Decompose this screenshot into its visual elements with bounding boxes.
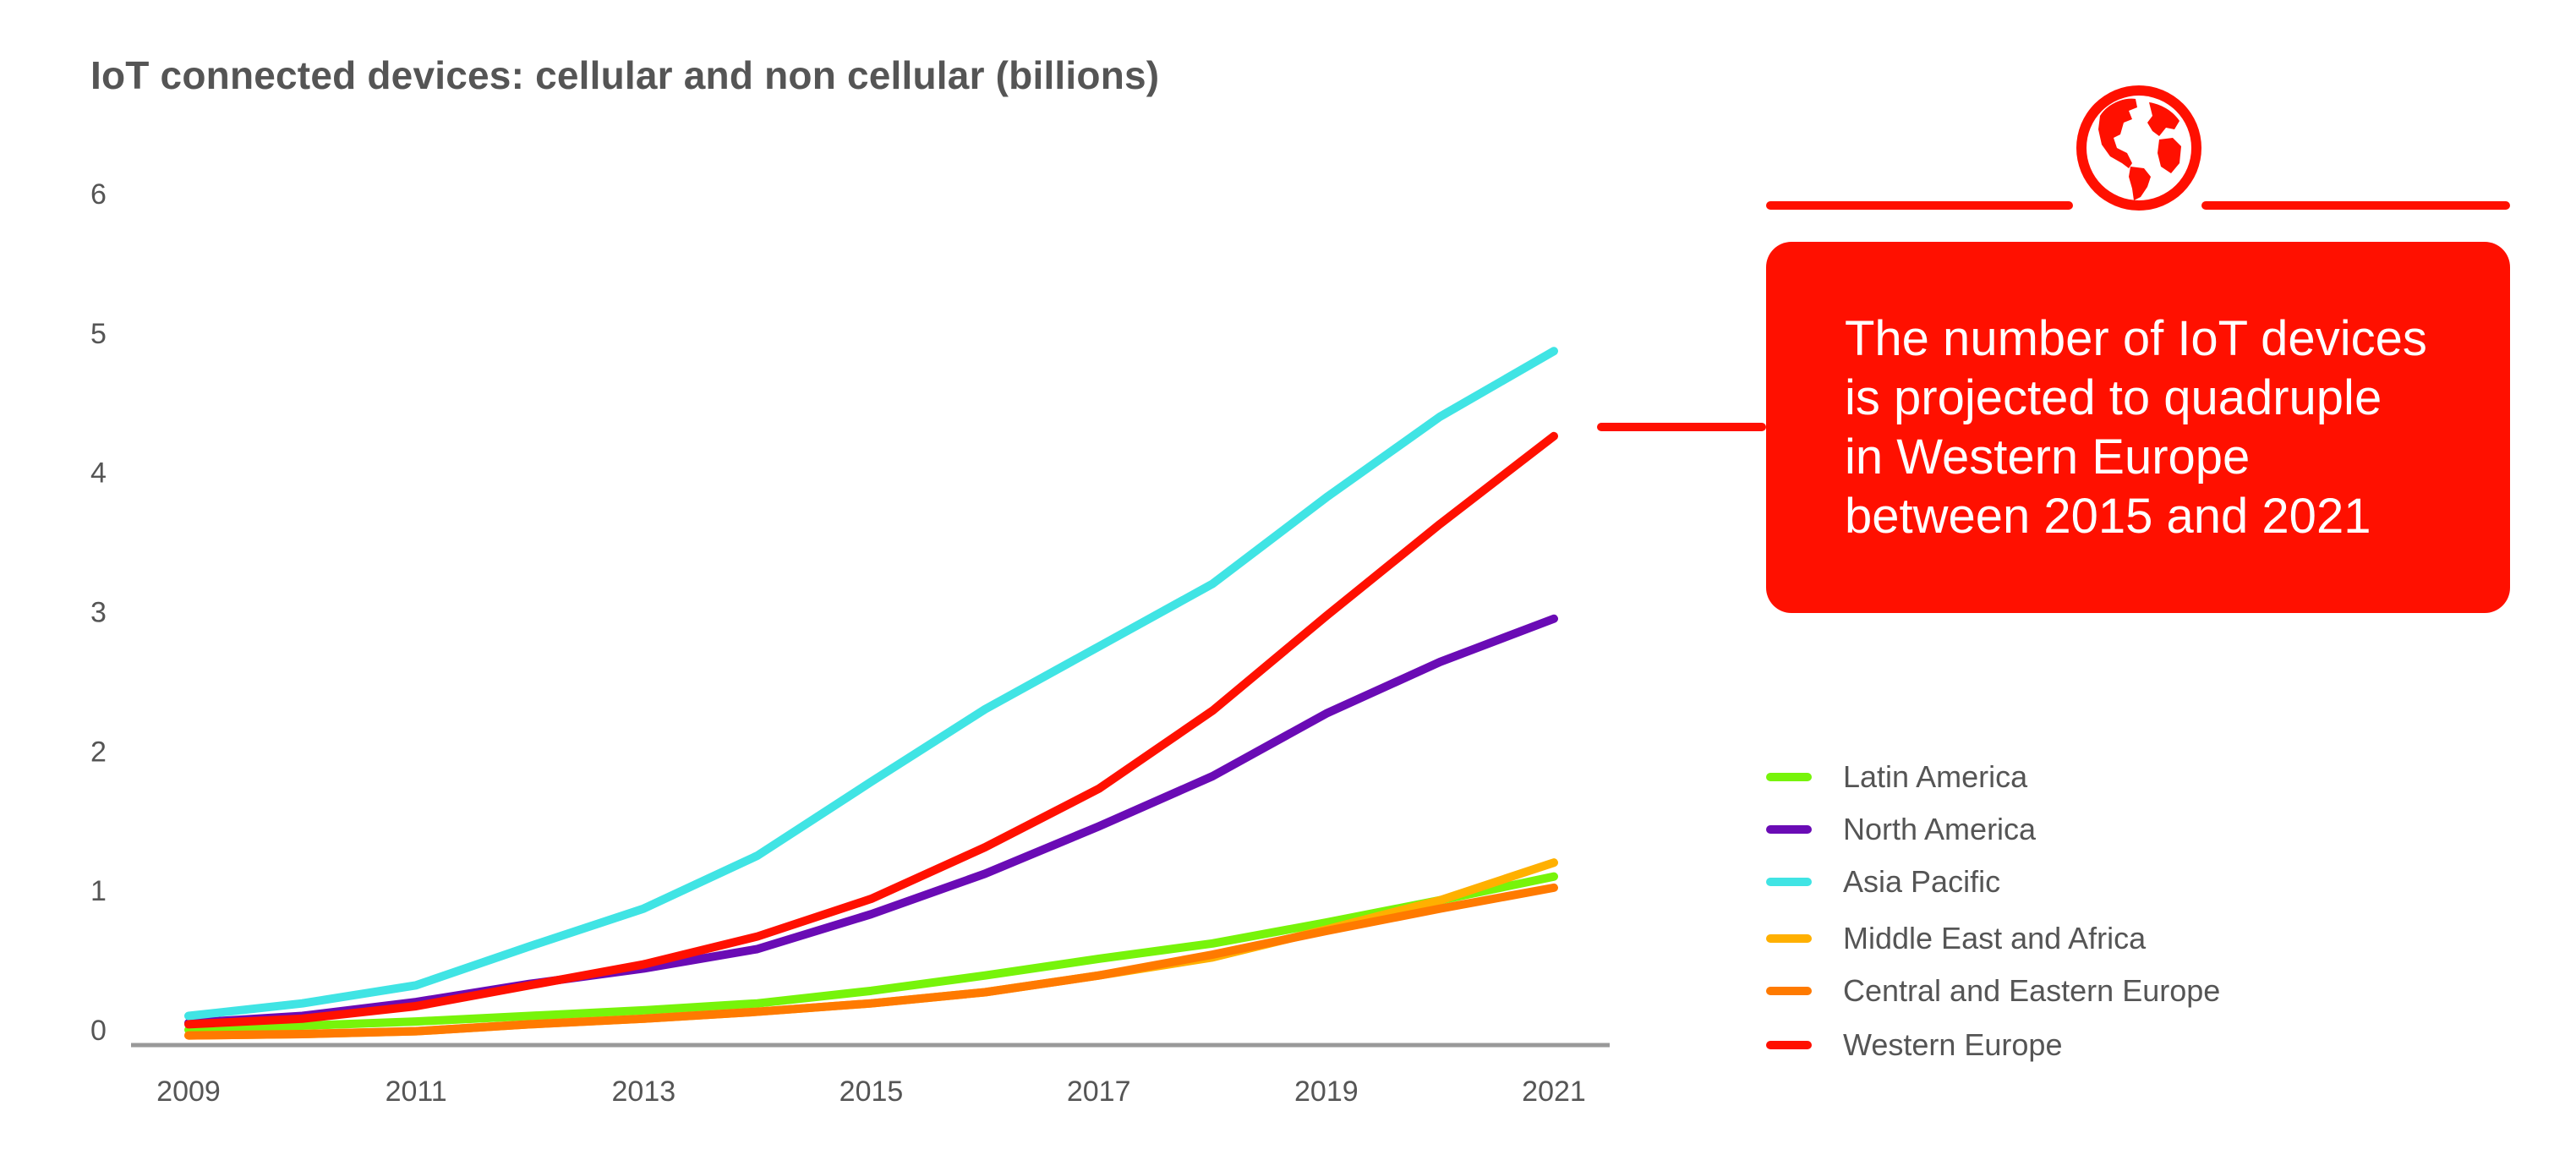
legend-label: Asia Pacific [1843,864,2001,899]
series-line-latin-america [184,872,1558,1034]
y-tick-label: 0 [90,1015,107,1047]
legend-item: Asia Pacific [1766,864,2001,899]
callout-box: The number of IoT devices is projected t… [1766,242,2510,613]
callout-line: in Western Europe [1845,430,2251,484]
x-tick-label: 2011 [386,1076,447,1108]
legend-swatch [1766,987,1812,995]
x-tick-label: 2015 [840,1076,904,1108]
legend-label: Middle East and Africa [1843,921,2147,955]
series-line-north-america [184,614,1558,1027]
y-tick-label: 3 [90,597,107,629]
y-tick-label: 5 [90,318,107,350]
legend-swatch [1766,825,1812,834]
chart-title: IoT connected devices: cellular and non … [90,53,1160,97]
x-tick-label: 2017 [1067,1076,1131,1108]
y-tick-label: 1 [90,875,107,907]
legend-item: Central and Eastern Europe [1766,973,2221,1008]
legend-swatch [1766,878,1812,886]
x-tick-label: 2009 [156,1076,221,1108]
legend-label: Latin America [1843,759,2028,794]
series-line-western-europe [184,431,1558,1029]
divider-left [1766,201,2073,210]
y-tick-label: 2 [90,736,107,768]
callout-line: The number of IoT devices [1845,311,2427,366]
callout-line: is projected to quadruple [1845,370,2382,425]
x-tick-label: 2013 [612,1076,676,1108]
legend-swatch [1766,934,1812,943]
line-chart: 0 1 2 3 4 5 6 2009 2011 2013 2015 2017 2019 2021 [90,178,1610,1108]
callout-text: The number of IoT devices is projected t… [1845,309,2487,546]
legend-label: Central and Eastern Europe [1843,973,2221,1008]
legend-item: North America [1766,812,2037,846]
divider-right [2201,201,2510,210]
legend-swatch [1766,1041,1812,1049]
y-tick-label: 6 [90,178,107,211]
x-tick-label: 2019 [1294,1076,1359,1108]
globe-icon [2076,85,2201,211]
legend-item: Latin America [1766,759,2028,794]
legend-label: North America [1843,812,2037,846]
legend-item: Middle East and Africa [1766,921,2147,955]
x-tick-label: 2021 [1522,1076,1586,1108]
callout-line: between 2015 and 2021 [1845,489,2371,544]
series-line-asia-pacific [184,347,1558,1021]
callout-connector [1597,423,1766,431]
legend-swatch [1766,773,1812,781]
y-tick-label: 4 [90,457,107,490]
series-line-central-and-eastern-europe [184,883,1558,1040]
legend-label: Western Europe [1843,1027,2063,1062]
legend-item: Western Europe [1766,1027,2063,1062]
